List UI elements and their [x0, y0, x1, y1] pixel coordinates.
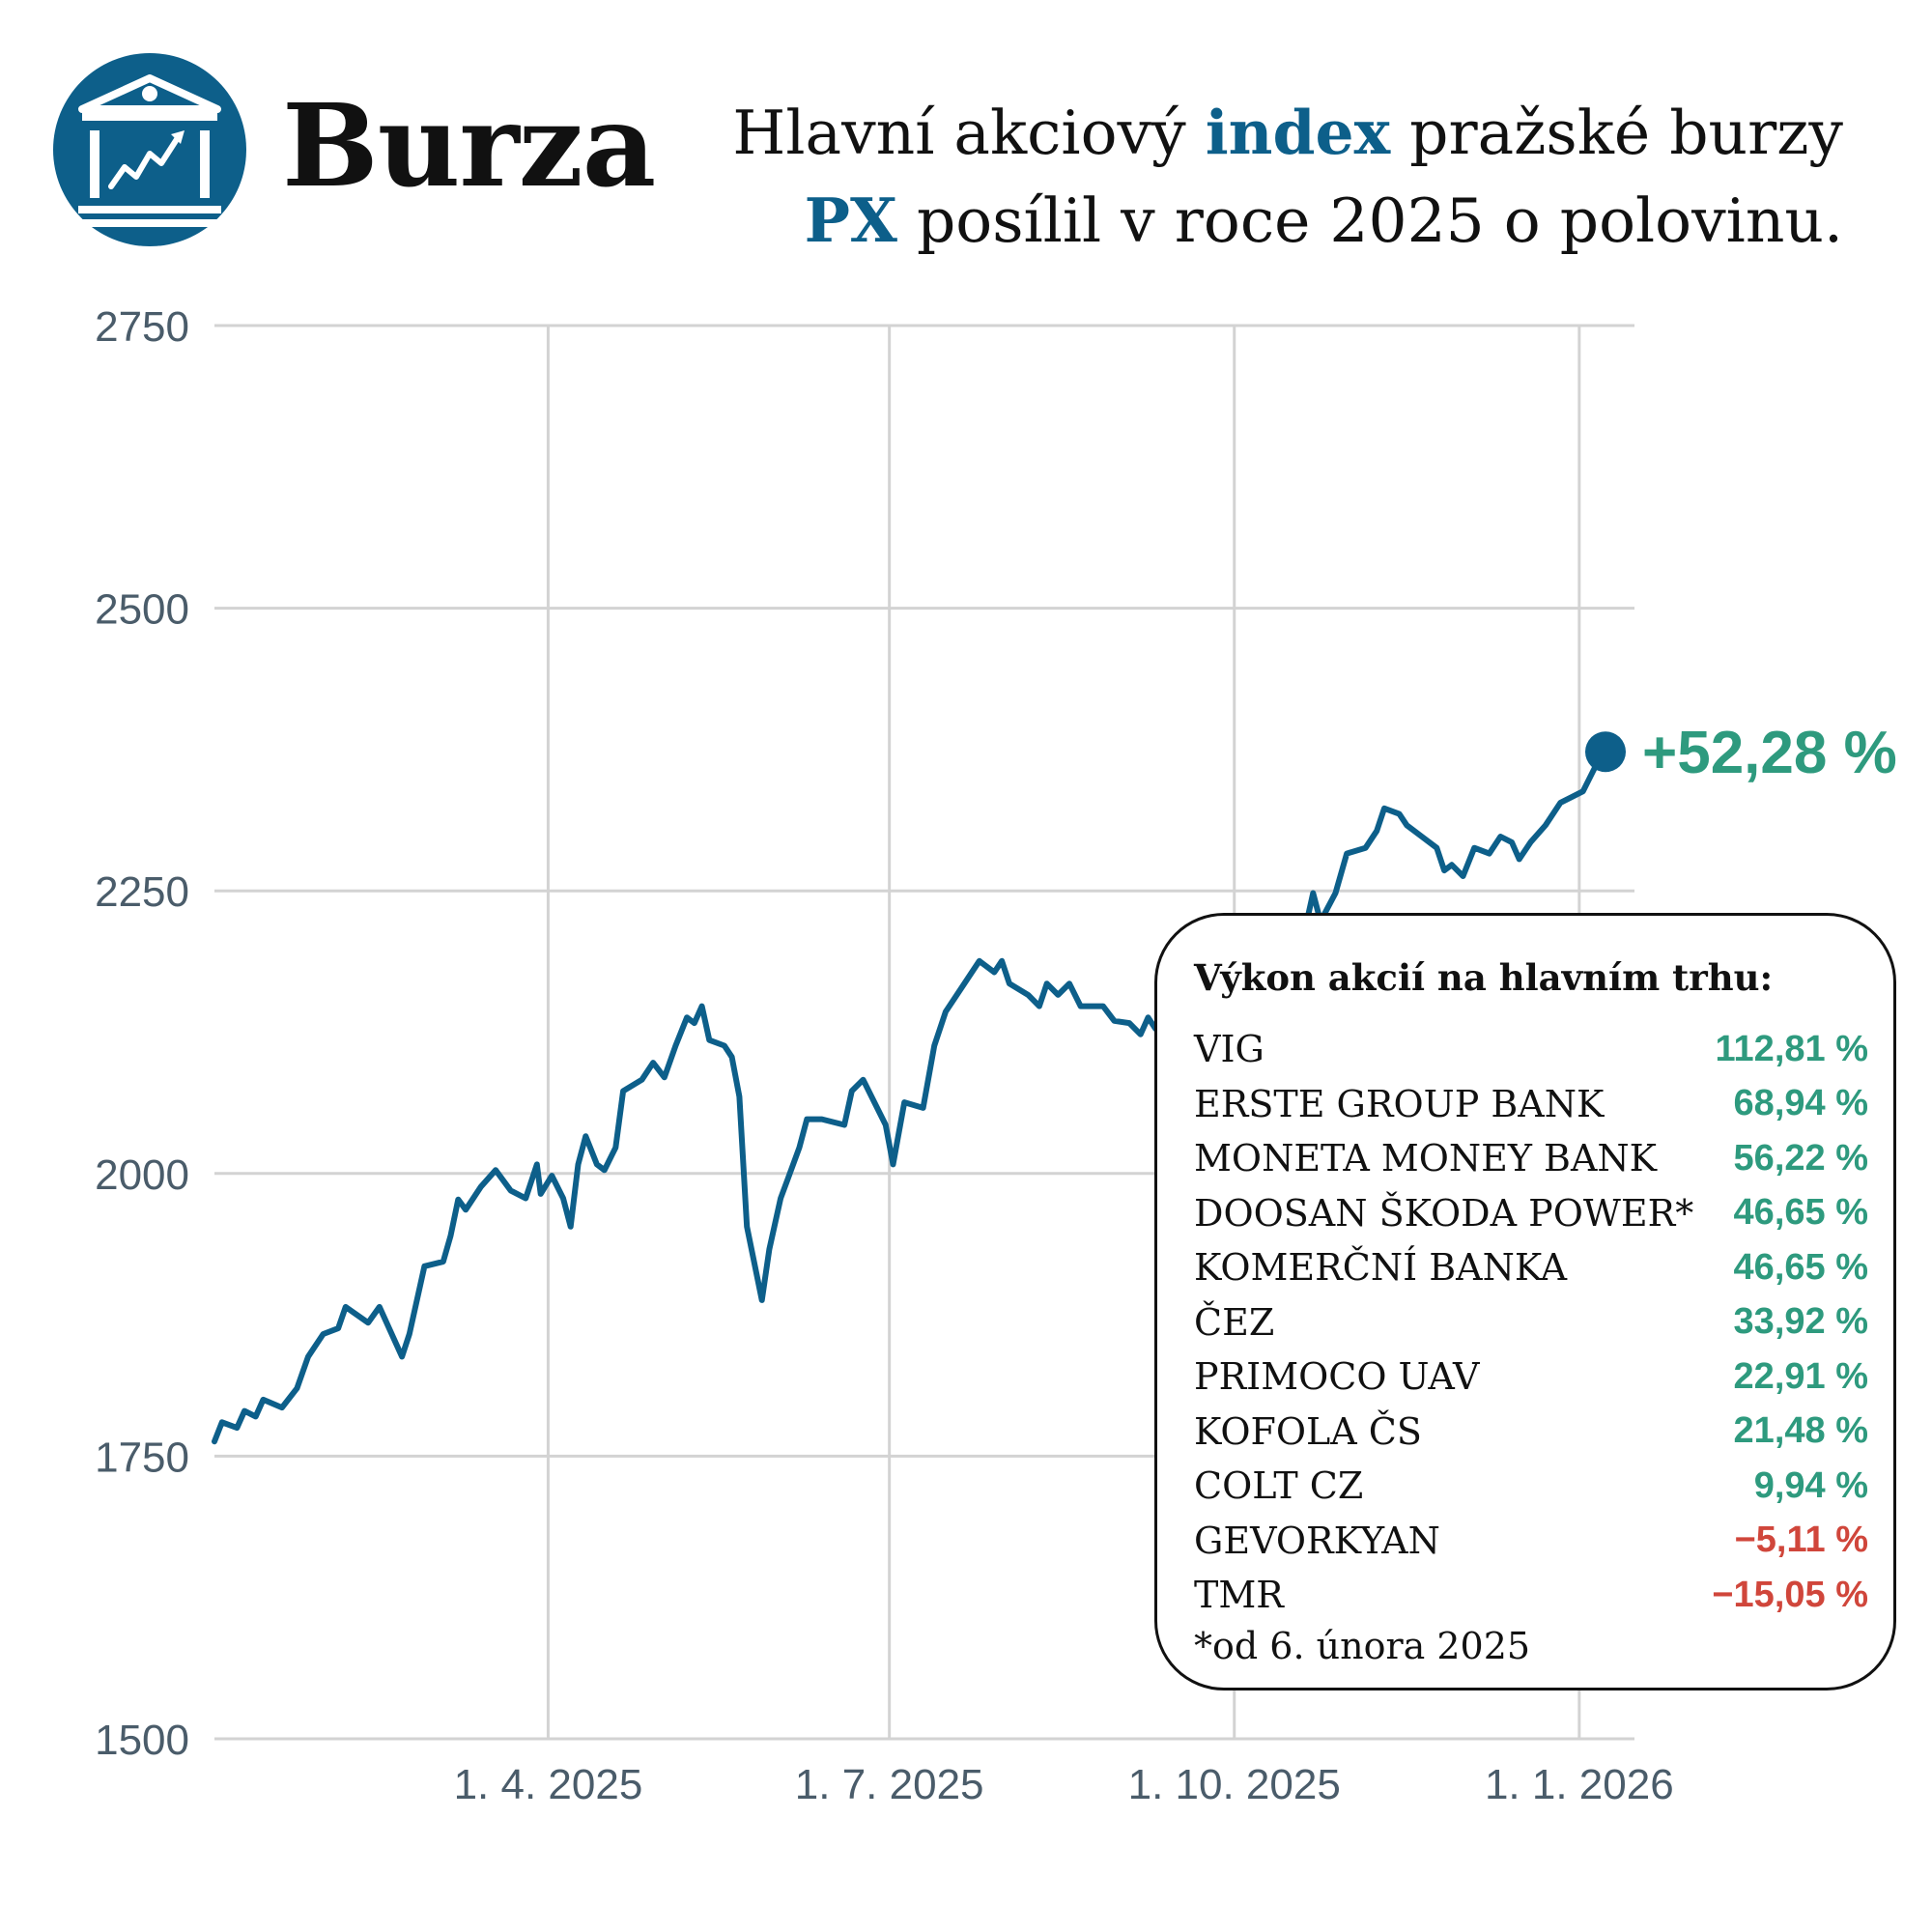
y-tick-label: 2750: [95, 303, 189, 351]
performance-footnote: *od 6. února 2025: [1194, 1624, 1531, 1667]
stock-change: 33,92 %: [1733, 1301, 1868, 1343]
stock-change: 56,22 %: [1733, 1137, 1868, 1179]
performance-row: MONETA MONEY BANK 56,22 %: [1194, 1131, 1868, 1186]
brand-title: Burza: [282, 78, 656, 213]
performance-row: VIG 112,81 %: [1194, 1022, 1868, 1077]
x-tick-label: 1. 10. 2025: [1128, 1761, 1341, 1808]
stock-name: DOOSAN ŠKODA POWER*: [1194, 1191, 1694, 1235]
y-tick-label: 2000: [95, 1151, 189, 1199]
headline-line-1: Hlavní akciový index pražské burzy: [732, 97, 1843, 168]
stock-change: −15,05 %: [1712, 1574, 1868, 1615]
performance-row: ČEZ 33,92 %: [1194, 1295, 1868, 1350]
performance-panel: Výkon akcií na hlavním trhu: VIG 112,81 %…: [1154, 913, 1896, 1690]
y-gridlines: [214, 324, 1634, 1741]
stock-change: 112,81 %: [1715, 1028, 1868, 1069]
stock-change: −5,11 %: [1734, 1520, 1868, 1561]
x-tick-label: 1. 1. 2026: [1485, 1761, 1674, 1808]
performance-row: COLT CZ 9,94 %: [1194, 1459, 1868, 1514]
stock-name: TMR: [1194, 1574, 1284, 1617]
stock-name: VIG: [1194, 1028, 1264, 1071]
y-tick-label: 2500: [95, 586, 189, 634]
stock-exchange-building-icon: [53, 53, 246, 246]
x-tick-label: 1. 7. 2025: [795, 1761, 984, 1808]
performance-row: GEVORKYAN −5,11 %: [1194, 1514, 1868, 1569]
performance-title: Výkon akcií na hlavním trhu:: [1194, 956, 1774, 999]
stock-change: 46,65 %: [1733, 1246, 1868, 1288]
x-tick-label: 1. 4. 2025: [454, 1761, 643, 1808]
y-tick-label: 1500: [95, 1717, 189, 1764]
stock-name: KOFOLA ČS: [1194, 1409, 1422, 1453]
stock-name: ČEZ: [1194, 1300, 1275, 1344]
performance-row: KOMERČNÍ BANKA 46,65 %: [1194, 1240, 1868, 1295]
performance-row: PRIMOCO UAV 22,91 %: [1194, 1350, 1868, 1405]
stock-name: GEVORKYAN: [1194, 1519, 1440, 1562]
performance-row: ERSTE GROUP BANK 68,94 %: [1194, 1077, 1868, 1132]
stock-name: PRIMOCO UAV: [1194, 1355, 1480, 1399]
stock-name: MONETA MONEY BANK: [1194, 1137, 1658, 1180]
end-point-marker: [1585, 731, 1626, 773]
performance-row: DOOSAN ŠKODA POWER* 46,65 %: [1194, 1186, 1868, 1241]
stock-name: ERSTE GROUP BANK: [1194, 1082, 1605, 1125]
performance-row: KOFOLA ČS 21,48 %: [1194, 1405, 1868, 1460]
stock-change: 21,48 %: [1733, 1410, 1868, 1452]
x-tick-labels: 1. 4. 2025 1. 7. 2025 1. 10. 2025 1. 1. 202…: [454, 1761, 1674, 1808]
stock-name: COLT CZ: [1194, 1464, 1364, 1508]
performance-row: TMR −15,05 %: [1194, 1568, 1868, 1623]
px-index-line: [212, 749, 1608, 1445]
year-change-label: +52,28 %: [1642, 720, 1897, 786]
headline: Hlavní akciový index pražské burzy PX po…: [636, 89, 1843, 265]
headline-line-2: PX posílil v roce 2025 o polovinu.: [804, 185, 1843, 256]
y-tick-label: 2250: [95, 868, 189, 916]
stock-change: 46,65 %: [1733, 1192, 1868, 1234]
stock-change: 68,94 %: [1733, 1083, 1868, 1124]
stock-change: 22,91 %: [1733, 1355, 1868, 1397]
y-tick-labels: 1500 1750 2000 2250 2500 2750: [95, 303, 189, 1764]
y-tick-label: 1750: [95, 1434, 189, 1481]
stock-change: 9,94 %: [1753, 1464, 1868, 1506]
performance-list: VIG 112,81 % ERSTE GROUP BANK 68,94 % MONETA…: [1194, 1022, 1868, 1623]
stock-name: KOMERČNÍ BANKA: [1194, 1246, 1568, 1290]
